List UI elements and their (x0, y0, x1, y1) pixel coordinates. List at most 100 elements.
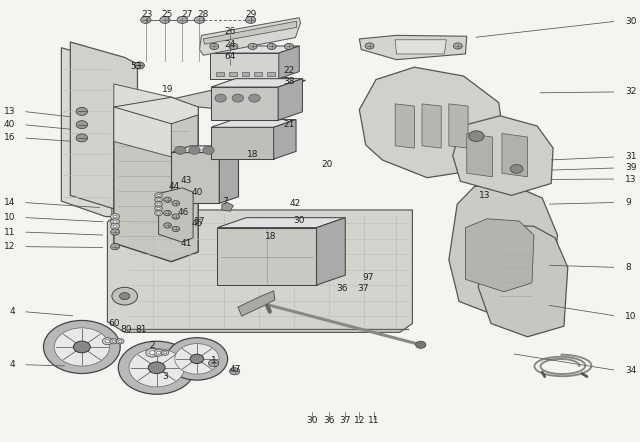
Circle shape (172, 226, 180, 232)
Circle shape (155, 197, 163, 202)
Text: 60: 60 (108, 319, 120, 328)
Text: 2: 2 (149, 341, 155, 350)
Text: 47: 47 (230, 365, 241, 373)
Circle shape (134, 62, 145, 69)
Circle shape (215, 94, 227, 102)
Circle shape (44, 320, 120, 373)
Circle shape (76, 121, 88, 129)
Circle shape (157, 194, 160, 197)
Polygon shape (211, 119, 296, 127)
Circle shape (210, 43, 219, 50)
Bar (216, 72, 224, 76)
Circle shape (468, 131, 484, 141)
Bar (229, 72, 237, 76)
Polygon shape (452, 116, 553, 195)
Polygon shape (467, 133, 492, 177)
Text: 4: 4 (10, 360, 15, 369)
Text: 13: 13 (625, 175, 637, 183)
Polygon shape (211, 79, 303, 87)
Polygon shape (211, 127, 274, 159)
Circle shape (190, 354, 204, 364)
Circle shape (111, 229, 120, 235)
Circle shape (76, 134, 88, 142)
Text: 3: 3 (162, 372, 168, 381)
Polygon shape (422, 104, 441, 148)
Text: 21: 21 (284, 120, 294, 129)
Text: 10: 10 (625, 312, 637, 320)
Circle shape (146, 348, 159, 357)
Text: 8: 8 (625, 263, 631, 272)
Polygon shape (278, 79, 303, 120)
Circle shape (116, 339, 124, 344)
Circle shape (285, 43, 294, 50)
Circle shape (111, 244, 120, 250)
Text: 80: 80 (121, 325, 132, 334)
Text: 25: 25 (162, 10, 173, 19)
Text: 45: 45 (191, 219, 203, 228)
Circle shape (149, 351, 155, 354)
Text: 36: 36 (337, 284, 348, 293)
Circle shape (453, 43, 462, 49)
Circle shape (113, 221, 117, 223)
Bar (268, 72, 275, 76)
Polygon shape (395, 104, 414, 148)
Circle shape (172, 201, 180, 206)
Circle shape (76, 107, 88, 115)
Polygon shape (172, 146, 239, 152)
Circle shape (246, 16, 256, 23)
Text: 40: 40 (191, 188, 203, 197)
Circle shape (166, 338, 228, 380)
Text: 18: 18 (247, 150, 259, 159)
Circle shape (164, 210, 172, 216)
Circle shape (120, 293, 130, 300)
Circle shape (163, 351, 166, 354)
Text: 18: 18 (266, 232, 277, 241)
Circle shape (105, 339, 109, 343)
Text: 13: 13 (4, 107, 15, 116)
Text: 4: 4 (10, 307, 15, 316)
Circle shape (175, 146, 186, 154)
Circle shape (154, 349, 164, 356)
Text: 12: 12 (4, 242, 15, 251)
Polygon shape (449, 104, 468, 148)
Bar (255, 72, 262, 76)
Text: 28: 28 (198, 10, 209, 19)
Text: 14: 14 (4, 198, 15, 207)
Polygon shape (220, 146, 239, 203)
Polygon shape (159, 188, 193, 242)
Text: 37: 37 (357, 284, 369, 293)
Bar (242, 72, 250, 76)
Text: 17: 17 (194, 217, 205, 225)
Circle shape (156, 351, 161, 354)
Text: 81: 81 (135, 325, 147, 334)
Circle shape (209, 360, 219, 367)
Circle shape (229, 43, 238, 50)
Polygon shape (210, 46, 300, 53)
Circle shape (157, 207, 160, 210)
Text: 30: 30 (625, 17, 637, 26)
Circle shape (102, 338, 113, 345)
Text: 13: 13 (479, 191, 490, 200)
Text: 7: 7 (222, 197, 228, 206)
Text: 1: 1 (211, 356, 217, 365)
Text: 22: 22 (284, 66, 294, 75)
Polygon shape (465, 219, 534, 292)
Circle shape (110, 339, 118, 344)
Circle shape (113, 215, 117, 218)
Text: 10: 10 (4, 213, 15, 222)
Polygon shape (210, 53, 279, 79)
Polygon shape (172, 152, 220, 203)
Polygon shape (359, 35, 467, 60)
Text: 16: 16 (4, 133, 15, 142)
Polygon shape (61, 48, 112, 217)
Text: 40: 40 (4, 120, 15, 129)
Polygon shape (395, 40, 446, 54)
Circle shape (155, 193, 163, 198)
Polygon shape (502, 133, 527, 177)
Circle shape (195, 16, 205, 23)
Polygon shape (114, 97, 198, 124)
Circle shape (268, 43, 276, 50)
Polygon shape (478, 225, 568, 337)
Polygon shape (274, 119, 296, 159)
Text: 19: 19 (162, 85, 173, 94)
